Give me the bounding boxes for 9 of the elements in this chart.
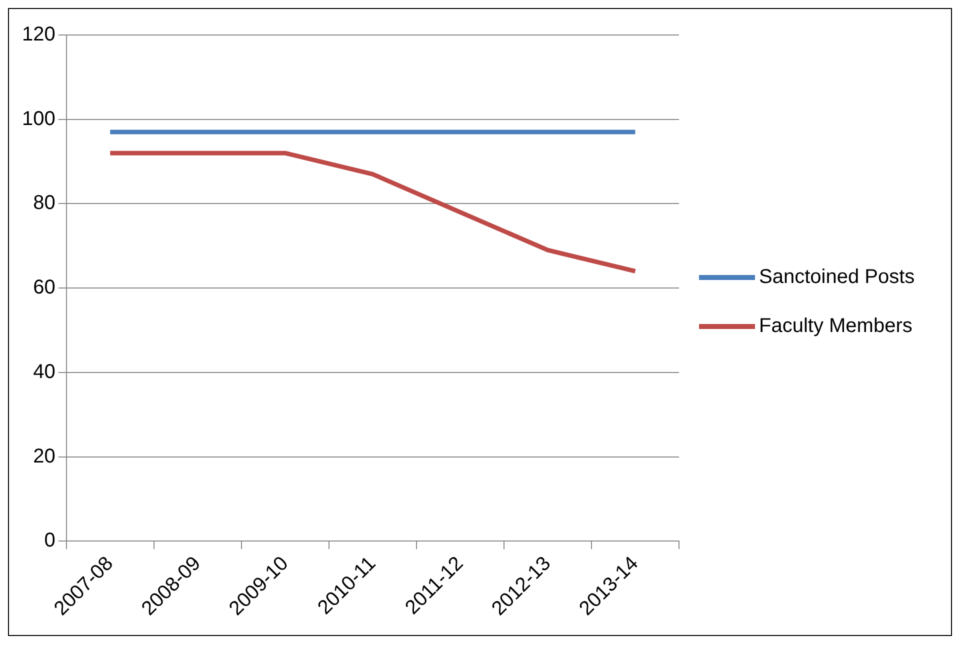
y-tick-label: 120	[22, 24, 56, 46]
y-tick-label: 0	[44, 530, 56, 552]
legend-label: Sanctoined Posts	[759, 266, 915, 289]
y-tick-label: 40	[33, 360, 56, 383]
y-tick-label: 20	[33, 445, 56, 468]
y-tick-label: 60	[33, 276, 56, 299]
legend-label: Faculty Members	[759, 315, 912, 338]
y-tick-label: 80	[33, 192, 56, 214]
y-tick-label: 100	[22, 108, 56, 130]
